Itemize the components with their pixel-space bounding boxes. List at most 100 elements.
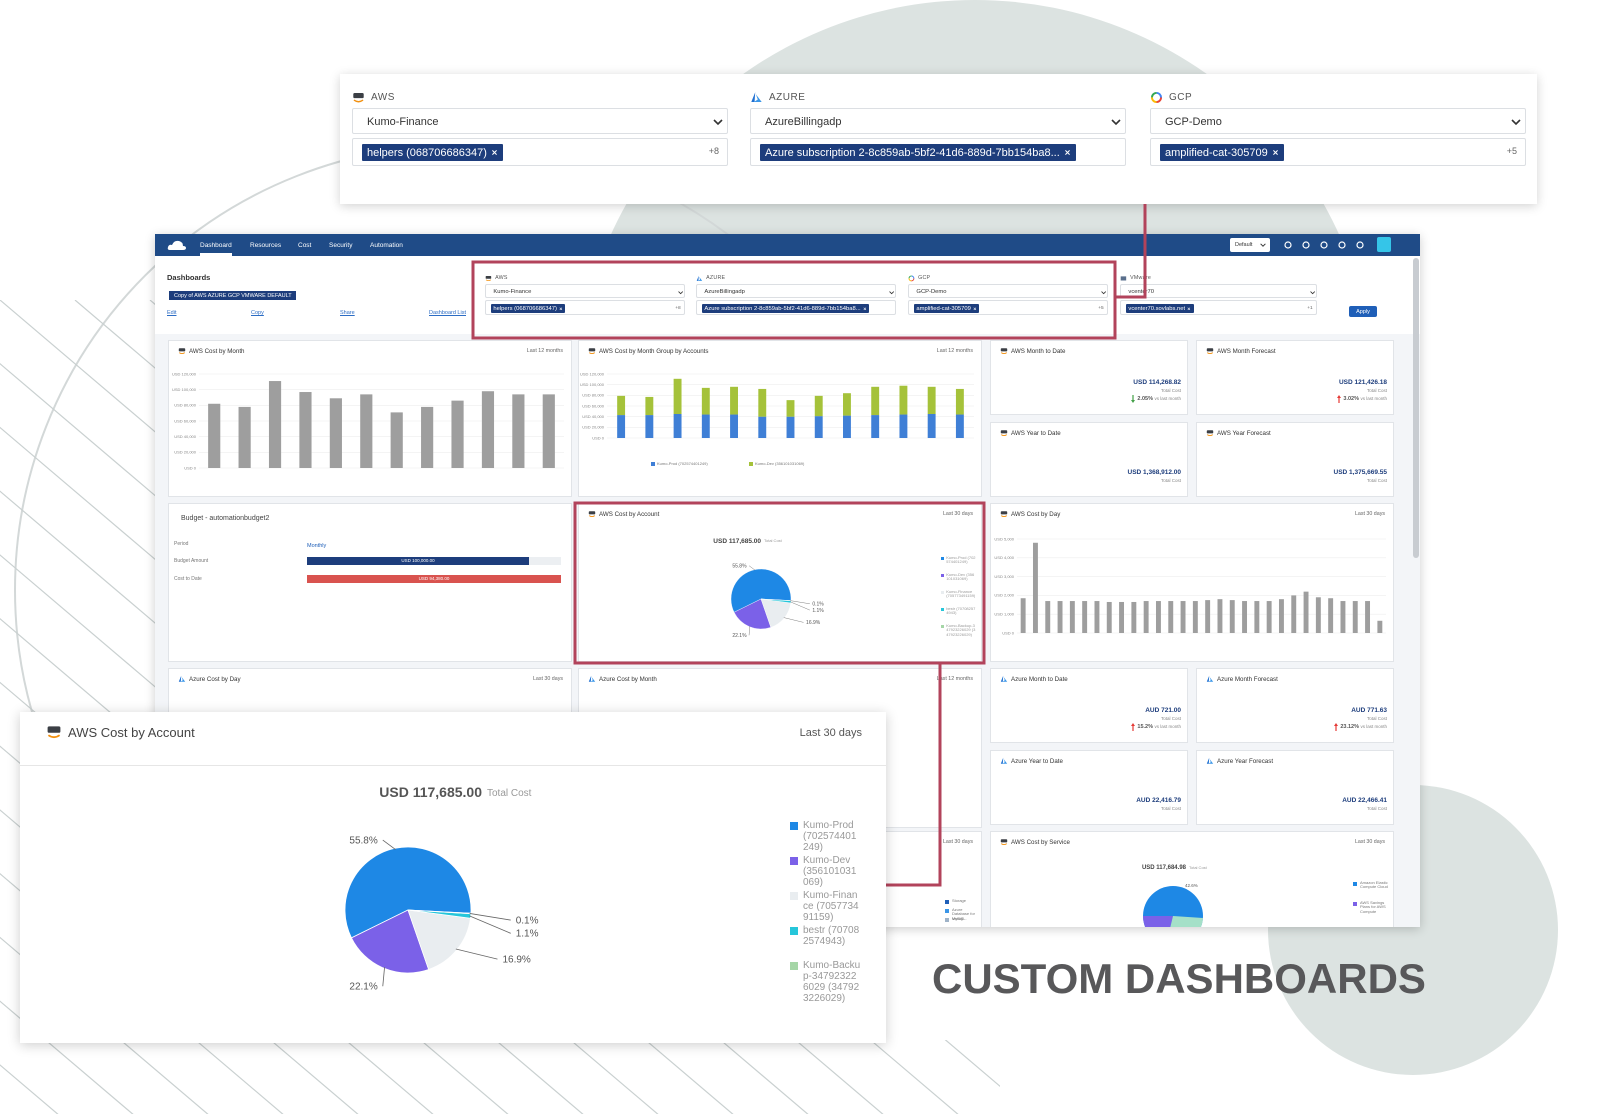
selection-chip[interactable]: amplified-cat-305709	[913, 304, 980, 314]
nav-active	[200, 253, 232, 256]
nav-item[interactable]: Automation	[370, 242, 403, 249]
selection-chip[interactable]: helpers (068706686347)	[362, 144, 504, 161]
kpi-value: AUD 22,416.79	[1136, 797, 1181, 804]
selection-chip[interactable]: Azure subscription 2-8c859ab-5bf2-41d6-8…	[760, 144, 1076, 161]
remove-icon[interactable]	[1187, 307, 1191, 311]
selection-chip[interactable]: helpers (068706686347)	[490, 304, 566, 314]
legend-label: Kumo-Finance (705773491159)	[946, 589, 976, 599]
legend-swatch	[941, 590, 945, 594]
provider-icon	[1000, 511, 1008, 518]
more-count: +8	[708, 146, 719, 156]
bar	[208, 403, 221, 468]
nav-item[interactable]: Resources	[250, 242, 282, 249]
view-value: Default	[1235, 242, 1253, 248]
dashboard-action[interactable]: Share	[340, 310, 355, 316]
widget-title: Azure Month to Date	[1011, 676, 1068, 683]
y-tick-label: USD 40,000	[174, 434, 197, 439]
icon-part	[588, 352, 596, 355]
legend-swatch	[749, 462, 753, 466]
provider-icon	[1206, 430, 1214, 437]
icon-part	[588, 511, 596, 515]
account-select[interactable]: AzureBillingadp	[696, 284, 896, 299]
icon-part	[1120, 276, 1127, 281]
selection-chip[interactable]: vcenter70.sovlabs.net	[1125, 304, 1194, 314]
bar	[421, 406, 434, 468]
selection-row[interactable]: vcenter70.sovlabs.net +1	[1120, 300, 1317, 316]
account-select[interactable]: AzureBillingadp	[750, 108, 1126, 134]
bar-segment	[701, 387, 710, 415]
selection-row[interactable]: helpers (068706686347) +8	[352, 138, 728, 166]
remove-icon[interactable]	[1272, 149, 1279, 156]
budget-fill: USD 100,000.00	[307, 557, 529, 565]
account-select[interactable]: GCP-Demo	[908, 284, 1108, 299]
view-select[interactable]: Default	[1230, 238, 1270, 252]
nav-icon	[1320, 241, 1328, 249]
icon-part	[908, 275, 915, 282]
icon-part	[178, 675, 182, 682]
remove-icon[interactable]	[1064, 149, 1071, 156]
leader-line	[783, 617, 804, 623]
selection-row[interactable]: amplified-cat-305709 +5	[908, 300, 1108, 316]
bar	[1020, 598, 1026, 633]
bar-segment	[786, 400, 795, 417]
remove-icon[interactable]	[973, 307, 977, 311]
kpi-value: AUD 721.00	[1145, 707, 1181, 714]
kpi-label: Total Cost	[1366, 388, 1387, 393]
remove-icon[interactable]	[863, 307, 867, 311]
nav-item[interactable]: Security	[329, 242, 353, 249]
icon-part	[1206, 348, 1214, 352]
icon-part	[178, 348, 186, 352]
bar	[238, 406, 251, 468]
bar	[1094, 601, 1100, 633]
chevron	[713, 119, 723, 126]
kpi-value: USD 114,268.82	[1133, 379, 1181, 386]
account-select[interactable]: GCP-Demo	[1150, 108, 1526, 134]
account-select[interactable]: Kumo-Finance	[485, 284, 685, 299]
selection-row[interactable]: Azure subscription 2-8c859ab-5bf2-41d6-8…	[750, 138, 1126, 166]
remove-icon[interactable]	[491, 149, 498, 156]
bar	[1106, 601, 1112, 633]
selection-row[interactable]: Azure subscription 2-8c859ab-5bf2-41d6-8…	[696, 300, 896, 316]
account-select[interactable]: vcenter70	[1120, 284, 1317, 299]
pie-label: 55.8%	[732, 563, 747, 569]
icon-part	[1206, 434, 1214, 437]
nav-item[interactable]: Dashboard	[200, 242, 232, 249]
dashboard-action[interactable]: Dashboard List	[429, 310, 466, 316]
selection-chip[interactable]: Azure subscription 2-8c859ab-5bf2-41d6-8…	[701, 304, 870, 314]
selection-chip[interactable]: amplified-cat-305709	[1160, 144, 1284, 161]
selection-row[interactable]: helpers (068706686347) +8	[485, 300, 685, 316]
more-count: +5	[1506, 146, 1517, 156]
provider-icon	[353, 92, 364, 103]
legend-label: Azure Database for MySQL	[952, 907, 975, 921]
legend-swatch	[945, 909, 949, 913]
kpi-change: 23.12%	[1340, 724, 1359, 730]
widget-title: AWS Year Forecast	[1217, 430, 1271, 437]
selection-row[interactable]: amplified-cat-305709 +5	[1150, 138, 1526, 166]
dashboard-action[interactable]: Edit	[167, 310, 177, 316]
avatar[interactable]	[1377, 237, 1391, 252]
icon-part	[1000, 843, 1008, 846]
widget-title: AWS Month to Date	[1011, 348, 1066, 355]
bar-segment	[814, 416, 823, 438]
dashboard-screenshot: Dashboard Resources Cost Security Automation…	[155, 234, 1420, 927]
remove-icon[interactable]	[559, 307, 563, 311]
apply-button[interactable]: Apply	[1349, 306, 1377, 317]
icon-part	[180, 677, 186, 682]
dashboard-select[interactable]: Copy of AWS AZURE GCP VMWARE DEFAULT	[169, 291, 296, 300]
icon-part	[1000, 352, 1008, 355]
nav-item[interactable]: Cost	[298, 242, 312, 249]
widget-title: Azure Year to Date	[1011, 758, 1063, 765]
legend-label: Kumo-Dev (356101031069)	[803, 855, 857, 888]
account-select[interactable]: Kumo-Finance	[352, 108, 728, 134]
widget-card: Budget - automationbudget2 Period Monthly B…	[168, 503, 572, 662]
widget-title: AWS Cost by Service	[1011, 839, 1070, 846]
bar-segment	[645, 415, 654, 438]
bar-segment	[730, 414, 738, 438]
kpi-label: Total Cost	[1160, 716, 1181, 721]
provider-label: AZURE	[769, 92, 806, 103]
provider-icon	[178, 675, 186, 682]
zoom-callout: AWS Cost by Account Last 30 days USD 117,6…	[20, 712, 886, 1043]
pie-label: 16.9%	[502, 954, 530, 965]
dashboard-action[interactable]: Copy	[251, 310, 264, 316]
more-count: +1	[1307, 305, 1313, 311]
